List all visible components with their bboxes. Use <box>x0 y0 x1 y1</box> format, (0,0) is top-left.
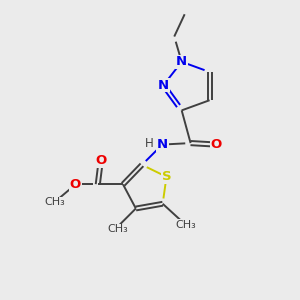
Text: CH₃: CH₃ <box>176 220 196 230</box>
Text: O: O <box>70 178 81 191</box>
Text: N: N <box>176 55 187 68</box>
Text: CH₃: CH₃ <box>44 197 65 207</box>
Text: N: N <box>158 79 169 92</box>
Text: CH₃: CH₃ <box>108 224 128 234</box>
Text: N: N <box>157 138 168 151</box>
Text: O: O <box>95 154 106 167</box>
Text: O: O <box>210 138 221 151</box>
Text: H: H <box>145 136 153 150</box>
Text: S: S <box>162 170 171 183</box>
